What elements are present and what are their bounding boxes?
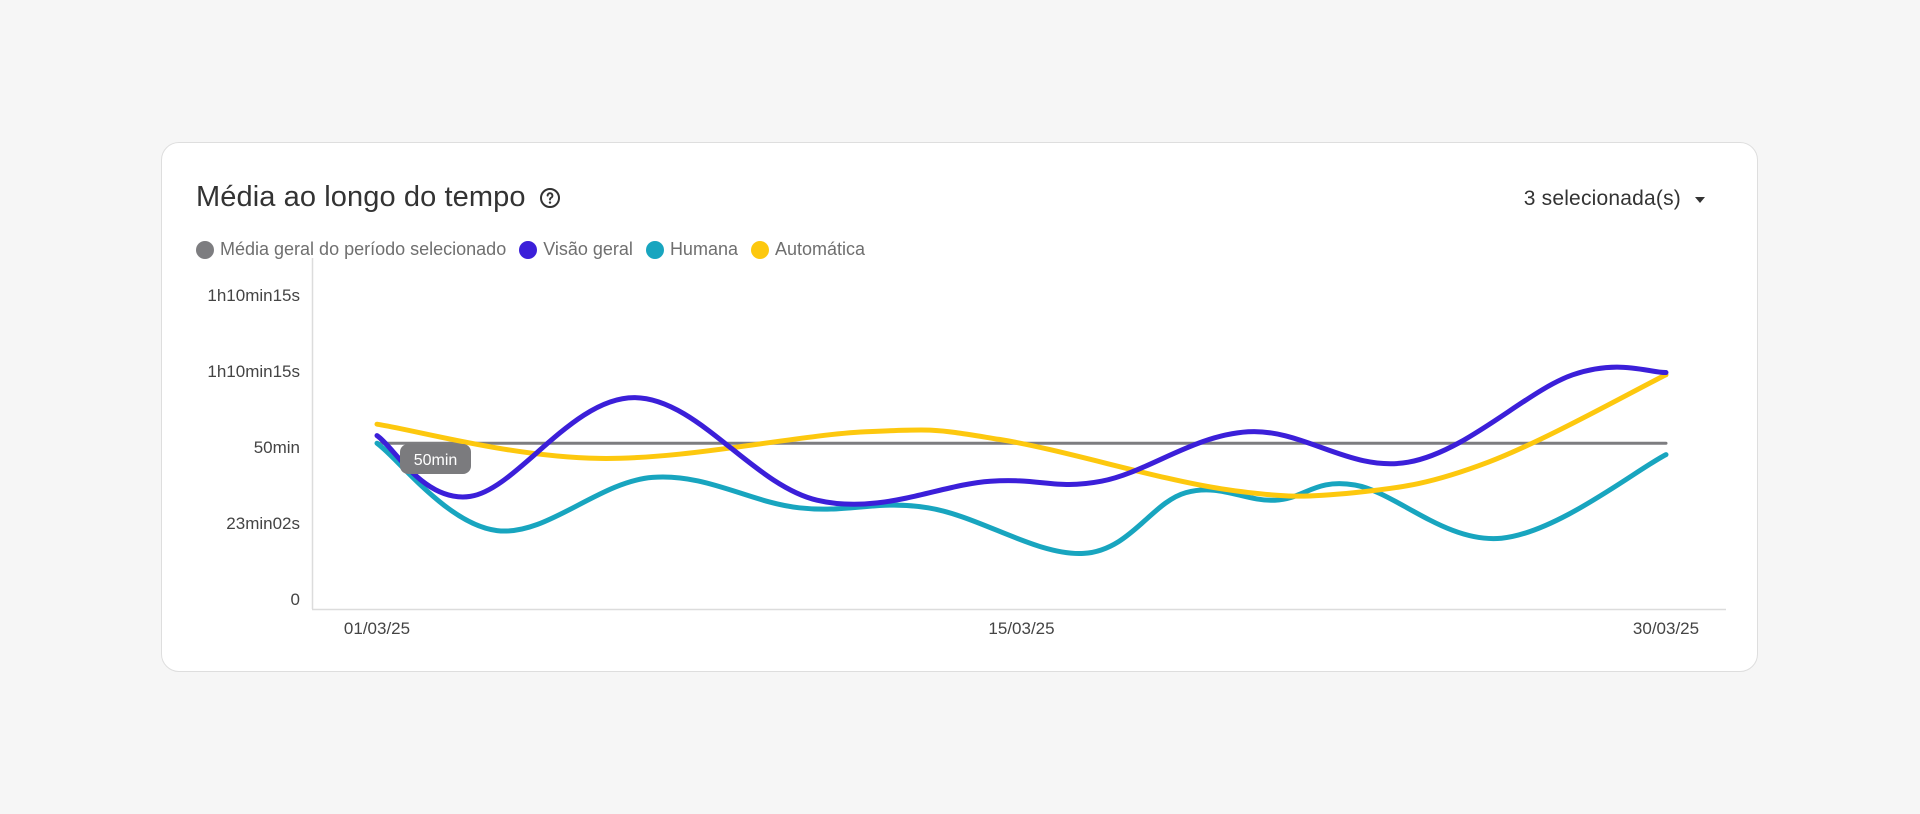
y-tick-label: 1h10min15s [207, 362, 300, 381]
caret-down-icon [1693, 187, 1707, 211]
series-line [374, 440, 1669, 556]
series-line [374, 372, 1669, 499]
card-header: Média ao longo do tempo [196, 181, 562, 214]
x-tick-label: 30/03/25 [1633, 619, 1699, 638]
y-tick-label: 0 [291, 590, 300, 609]
chart-legend: Média geral do período selecionado Visão … [196, 239, 865, 260]
legend-item[interactable]: Média geral do período selecionado [196, 239, 506, 260]
legend-swatch [645, 240, 664, 259]
legend-label: Humana [669, 239, 738, 259]
x-tick-label: 15/03/25 [988, 619, 1054, 638]
tooltip-background [400, 444, 471, 474]
legend-label: Visão geral [543, 239, 633, 259]
legend-swatch [519, 240, 538, 259]
help-circle-icon[interactable] [538, 186, 562, 210]
series-select-label: 3 selecionada(s) [1523, 187, 1681, 210]
legend-item[interactable]: Automática [750, 239, 866, 260]
series-line [374, 364, 1669, 507]
average-value-tooltip: 50min [400, 444, 471, 474]
legend-item[interactable]: Visão geral [519, 239, 633, 260]
y-tick-label: 23min02s [226, 514, 300, 533]
legend-swatch [196, 240, 214, 259]
chart-card: Média ao longo do tempo 3 selecionada(s)… [161, 142, 1758, 672]
legend-swatch [750, 240, 769, 259]
legend-item[interactable]: Humana [645, 239, 738, 260]
x-tick-label: 01/03/25 [344, 619, 410, 638]
line-chart: 0 23min02s 50min 1h10min15s 1h10min15s 01/03/… [207, 258, 1726, 638]
legend-label: Média geral do período selecionado [220, 239, 507, 259]
tooltip-label: 50min [414, 452, 458, 469]
chart-title: Média ao longo do tempo [196, 181, 526, 213]
series-select-dropdown[interactable]: 3 selecionada(s) [1524, 187, 1707, 211]
y-tick-label: 50min [254, 438, 300, 457]
legend-label: Automática [774, 239, 866, 259]
y-tick-label: 1h10min15s [207, 286, 300, 305]
